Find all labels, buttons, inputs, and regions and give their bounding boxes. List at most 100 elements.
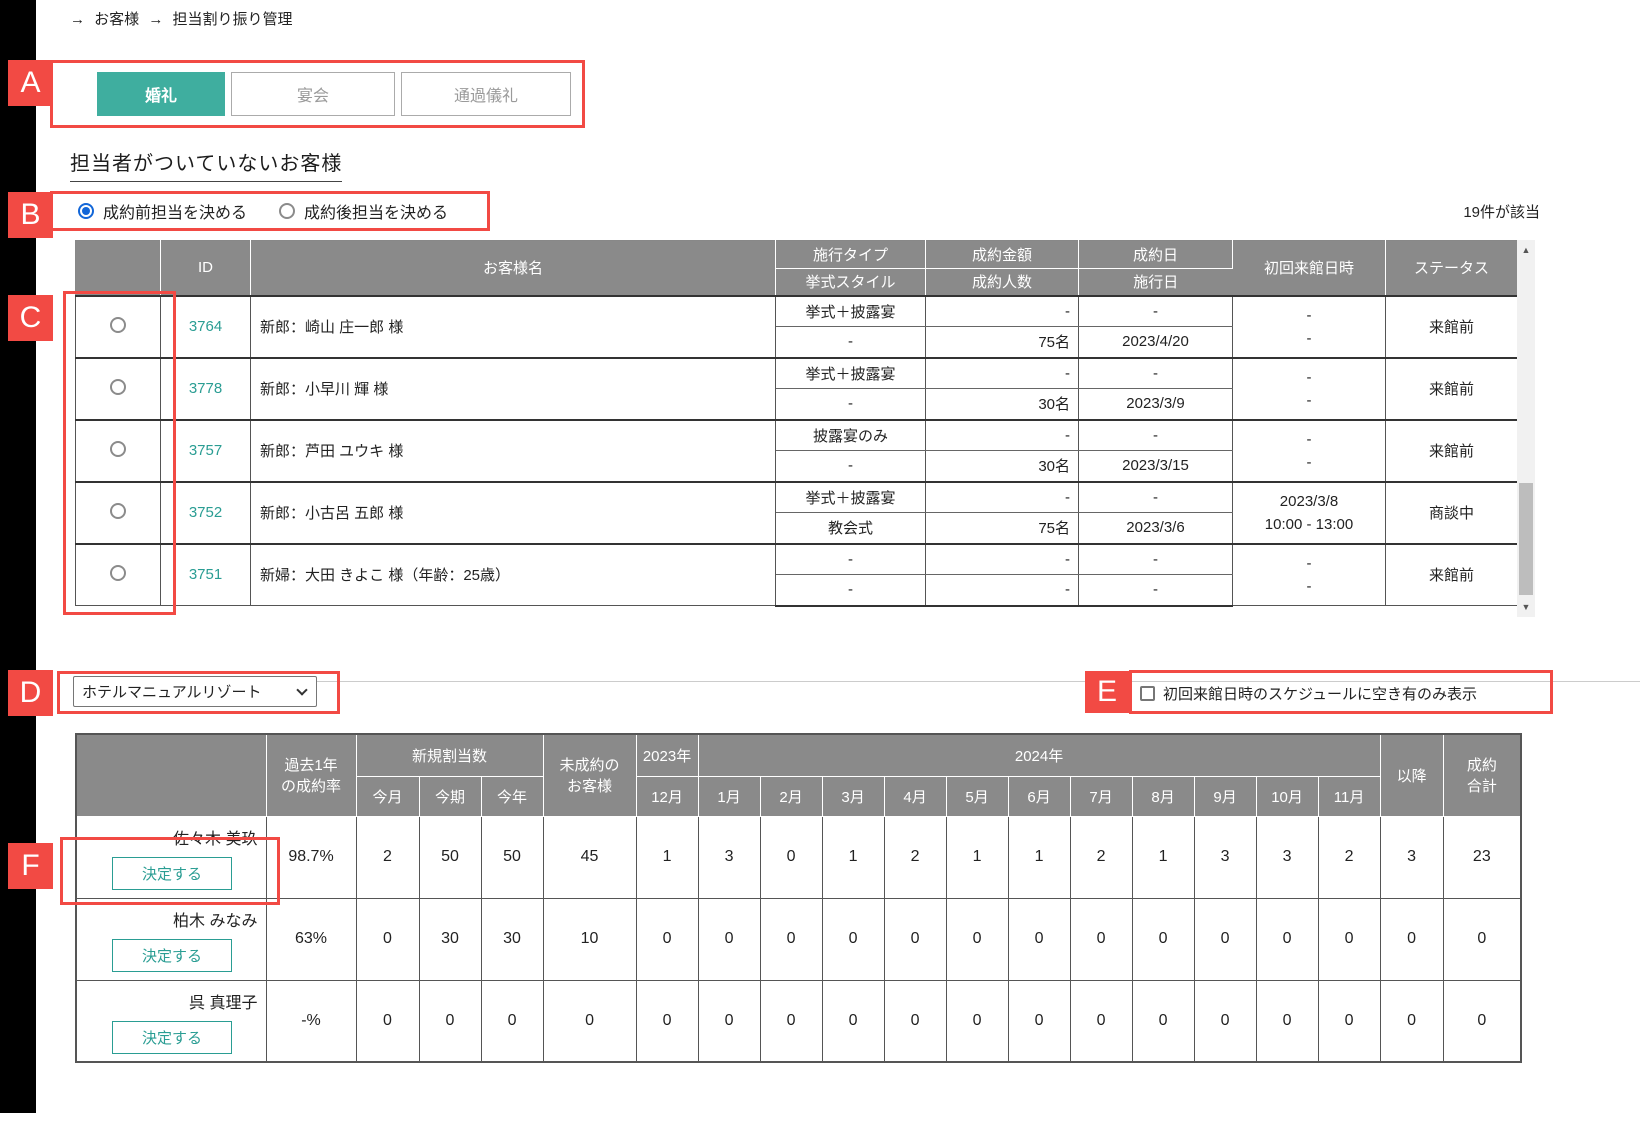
cell-month: 0 [1007, 897, 1071, 981]
radio-assign-before-contract[interactable]: 成約前担当を決める [78, 199, 247, 223]
cell-month: 0 [1193, 897, 1257, 981]
customer-id-link[interactable]: 3764 [188, 318, 223, 335]
cell-total: 23 [1442, 815, 1522, 899]
radio-checked-icon [78, 203, 94, 219]
cell-select [75, 480, 161, 544]
cell-this-month: 0 [355, 897, 420, 981]
first-visit-line1: - [1306, 306, 1312, 324]
header-month: 7月 [1069, 775, 1133, 817]
cell-contract-date: - [1078, 418, 1233, 451]
row-select-radio[interactable] [110, 502, 126, 519]
cell-status: 商談中 [1385, 480, 1518, 544]
header-month: 5月 [945, 775, 1009, 817]
staff-row: 呉 真理子 決定する -% 0 0 0 0 0 0 0 0 0 0 0 0 0 … [75, 979, 1522, 1063]
customer-id-link[interactable]: 3751 [188, 566, 223, 584]
annotation-label-f: F [8, 843, 53, 889]
cell-month: 0 [821, 897, 885, 981]
cell-event-type: 挙式＋披露宴 [775, 480, 926, 513]
decide-button[interactable]: 決定する [112, 938, 232, 972]
decide-button[interactable]: 決定する [112, 856, 232, 890]
cell-month: 0 [1317, 897, 1381, 981]
venue-select[interactable]: ホテルマニュアルリゾート [73, 676, 317, 707]
checkbox-unchecked-icon [1140, 686, 1155, 701]
customer-id-link[interactable]: 3752 [188, 504, 223, 521]
header-select [75, 240, 161, 296]
row-select-radio[interactable] [110, 316, 126, 333]
cell-month: 0 [945, 979, 1009, 1063]
cell-this-term: 30 [418, 897, 482, 981]
annotation-label-a: A [8, 60, 53, 106]
cell-ceremony-style: - [775, 388, 926, 420]
first-visit-line1: - [1306, 430, 1312, 448]
cell-event-type: - [775, 542, 926, 575]
scrollbar-thumb[interactable] [1519, 483, 1533, 595]
row-select-radio[interactable] [110, 378, 126, 395]
cell-month: 0 [697, 979, 761, 1063]
staff-assignment-table: 過去1年の成約率 新規割当数 未成約のお客様 2023年 2024年 以降 成約… [75, 733, 1523, 1063]
tab-rite-of-passage[interactable]: 通過儀礼 [401, 72, 571, 116]
cell-event-type: 挙式＋披露宴 [775, 294, 926, 327]
cell-select [75, 542, 161, 606]
cell-id: 3764 [160, 294, 251, 358]
cell-this-month: 0 [355, 979, 420, 1063]
match-count: 19件が該当 [1463, 204, 1540, 221]
availability-checkbox[interactable]: 初回来館日時のスケジュールに空き有のみ表示 [1140, 683, 1477, 704]
tab-wedding[interactable]: 婚礼 [97, 72, 225, 116]
row-select-radio[interactable] [110, 440, 126, 457]
first-visit-line2: 10:00 - 13:00 [1264, 515, 1354, 533]
cell-first-visit: 2023/3/8 10:00 - 13:00 [1232, 480, 1386, 544]
cell-this-year: 0 [480, 979, 544, 1063]
table-scrollbar[interactable]: ▲ ▼ [1517, 240, 1535, 617]
header-month: 12月 [635, 775, 699, 817]
category-tabs: 婚礼 宴会 通過儀礼 [97, 72, 571, 116]
cell-month: 0 [1193, 979, 1257, 1063]
cell-unclosed: 10 [542, 897, 637, 981]
venue-select-value: ホテルマニュアルリゾート [82, 684, 262, 701]
cell-contract-amount: - [925, 418, 1079, 451]
customer-row: 3764 新郎：崎山 庄一郎 様 挙式＋披露宴 - - - - 来館前 [75, 294, 1518, 358]
header-year-2023: 2023年 [635, 733, 699, 777]
cell-contract-guests: 30名 [925, 388, 1079, 420]
cell-later: 3 [1379, 815, 1444, 899]
first-visit-line1: - [1306, 368, 1312, 386]
header-event-date: 施行日 [1078, 268, 1233, 296]
header-contract-total: 成約合計 [1442, 733, 1522, 817]
cell-contract-guests: - [925, 574, 1079, 607]
cell-status: 来館前 [1385, 542, 1518, 606]
cell-month: 1 [1007, 815, 1071, 899]
cell-month: 0 [945, 897, 1009, 981]
cell-event-date: 2023/3/6 [1078, 512, 1233, 544]
breadcrumb-item-current: 担当割り振り管理 [172, 11, 293, 28]
cell-month: 0 [821, 979, 885, 1063]
radio-assign-after-contract[interactable]: 成約後担当を決める [279, 199, 448, 223]
cell-first-visit: - - [1232, 542, 1386, 606]
customer-id-link[interactable]: 3757 [188, 442, 223, 459]
tab-banquet[interactable]: 宴会 [231, 72, 395, 116]
header-month: 9月 [1193, 775, 1257, 817]
first-visit-line2: - [1306, 329, 1312, 347]
cell-month: 1 [1131, 815, 1195, 899]
cell-event-date: - [1078, 574, 1233, 607]
unassigned-customers-table: ID お客様名 施行タイプ 成約金額 成約日 初回来館日時 ステータス 挙式スタ… [75, 240, 1518, 607]
radio-unchecked-icon [279, 203, 296, 219]
cell-contract-amount: - [925, 356, 1079, 389]
cell-month: 0 [1131, 979, 1195, 1063]
cell-customer-name: 新郎：崎山 庄一郎 様 [250, 294, 776, 358]
row-select-radio[interactable] [110, 564, 126, 581]
header-contract-rate: 過去1年の成約率 [265, 733, 357, 817]
scroll-down-arrow-icon[interactable]: ▼ [1521, 602, 1531, 612]
annotation-label-c: C [8, 295, 53, 341]
decide-button[interactable]: 決定する [112, 1020, 232, 1054]
cell-status: 来館前 [1385, 418, 1518, 482]
scroll-up-arrow-icon[interactable]: ▲ [1521, 245, 1531, 255]
breadcrumb-item-customers[interactable]: お客様 [94, 11, 140, 28]
cell-customer-name: 新婦：大田 きよこ 様（年齢：25歳） [250, 542, 776, 606]
header-unclosed-customers: 未成約のお客様 [542, 733, 637, 817]
cell-first-visit: - - [1232, 294, 1386, 358]
cell-month: 0 [883, 979, 947, 1063]
assign-timing-radios: 成約前担当を決める 成約後担当を決める [78, 199, 448, 223]
cell-month: 2 [1317, 815, 1381, 899]
header-status: ステータス [1385, 240, 1518, 296]
customer-id-link[interactable]: 3778 [188, 380, 223, 397]
cell-contract-date: - [1078, 542, 1233, 575]
